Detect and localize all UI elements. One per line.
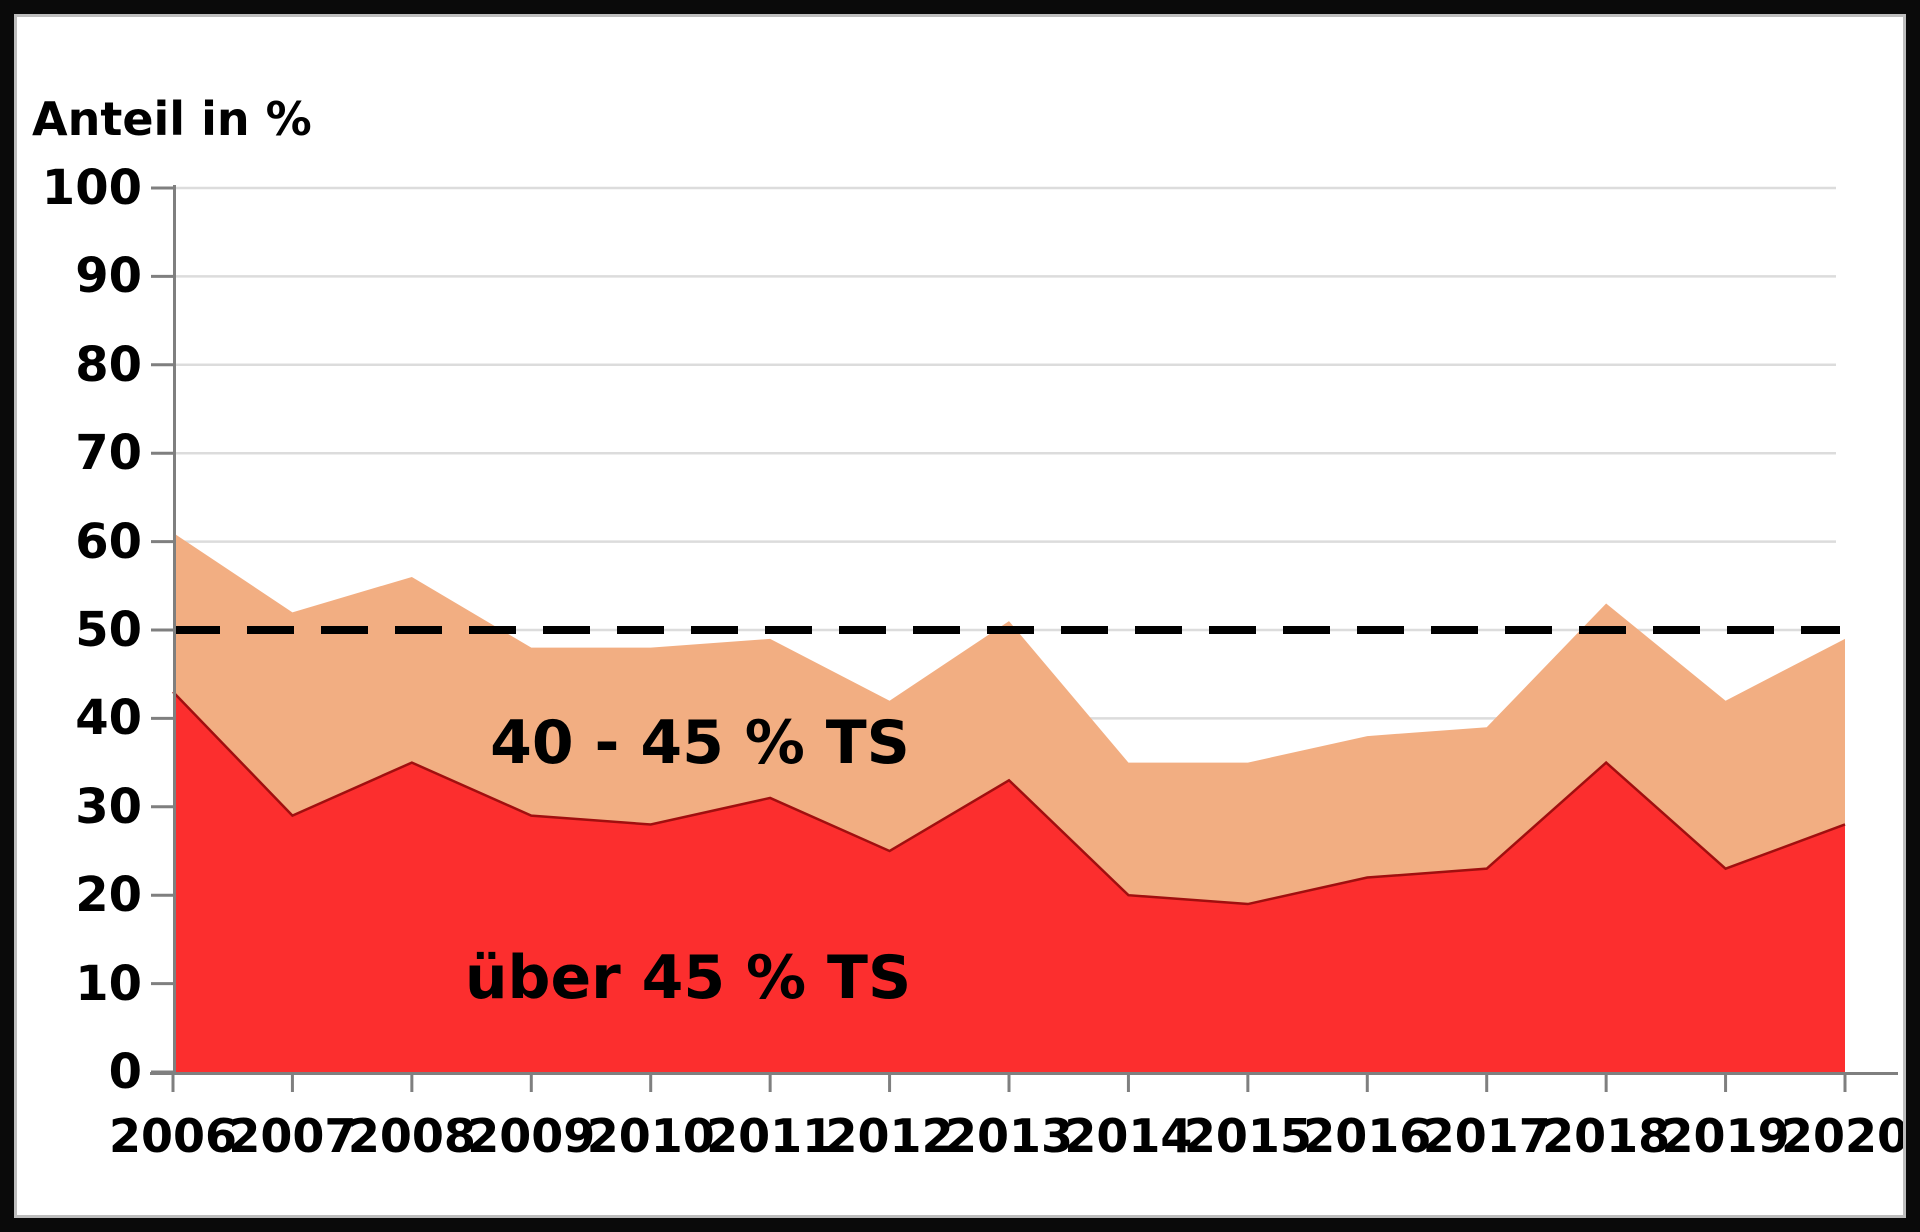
stacked-area-chart <box>150 185 1898 1092</box>
